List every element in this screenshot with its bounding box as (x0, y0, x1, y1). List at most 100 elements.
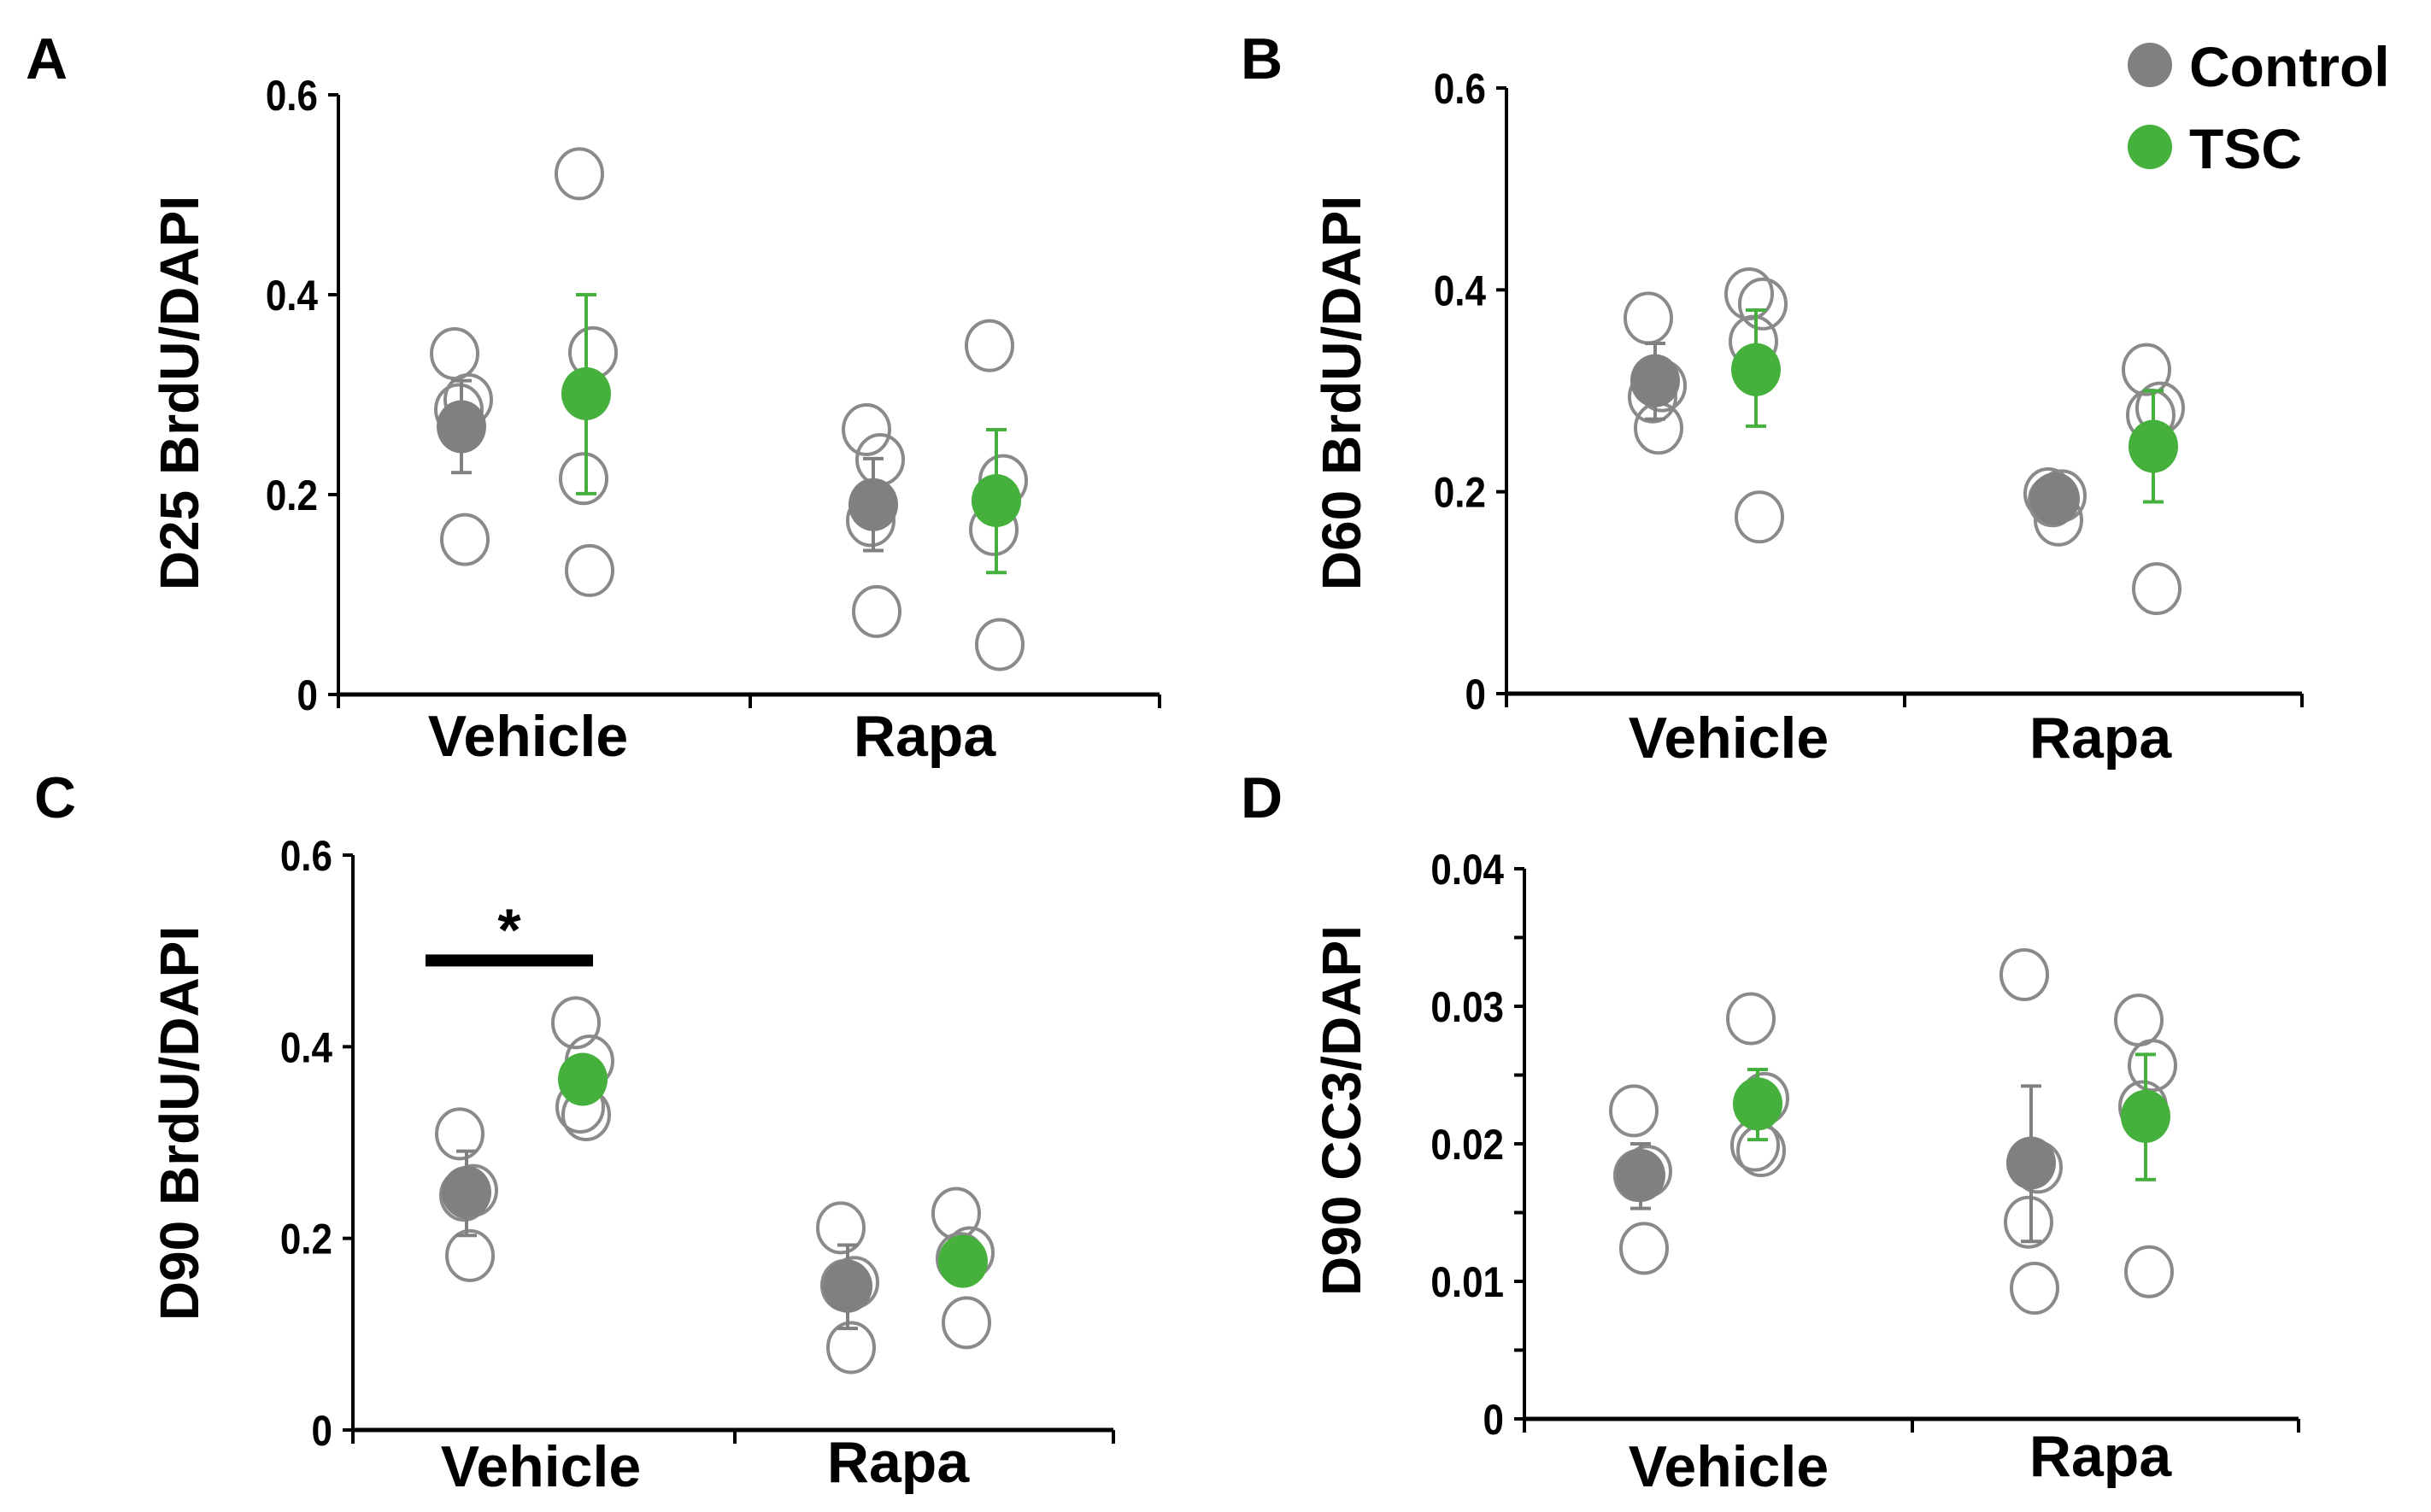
y-tick-label: 0 (297, 671, 318, 718)
data-point (2122, 343, 2171, 396)
mean-marker (2121, 1089, 2170, 1143)
data-point (435, 1107, 484, 1161)
y-tick-label: 0.6 (266, 71, 318, 119)
group-vehicle-control (1609, 1084, 1672, 1275)
group-rapa-tsc (2122, 343, 2185, 616)
x-category-label: Rapa (2029, 1424, 2172, 1489)
y-tick-label: 0.2 (266, 471, 318, 519)
y-tick-label: 0.2 (1434, 468, 1486, 516)
group-vehicle-control (1624, 291, 1687, 455)
mean-marker (2030, 472, 2080, 525)
y-tick-label: 0.03 (1430, 982, 1504, 1030)
group-rapa-tsc (965, 319, 1028, 671)
data-point (559, 452, 608, 506)
data-point (1738, 277, 1788, 331)
y-tick-label: 0.4 (280, 1023, 332, 1071)
data-point (565, 543, 614, 597)
group-vehicle-tsc (555, 147, 618, 597)
x-category-label: Vehicle (1629, 706, 1829, 771)
group-vehicle-tsc (1726, 992, 1789, 1178)
data-point (1735, 490, 1784, 544)
data-point (965, 319, 1014, 372)
y-tick-label: 0.6 (1434, 64, 1486, 112)
y-tick-label: 0 (312, 1406, 332, 1454)
legend-marker-control (2128, 43, 2172, 87)
panel-letter: A (26, 26, 68, 91)
significance-star: * (497, 896, 521, 963)
x-category-label: Vehicle (1629, 1434, 1829, 1499)
mean-marker (849, 478, 898, 531)
data-point (1624, 291, 1673, 345)
mean-marker (1616, 1149, 1665, 1203)
y-tick-label: 0 (1465, 670, 1486, 718)
data-point (842, 402, 891, 456)
data-point (1999, 947, 2049, 1001)
data-point (2128, 1039, 2177, 1093)
mean-marker (558, 1052, 608, 1106)
mean-marker (561, 366, 611, 420)
data-point (1726, 992, 1776, 1046)
data-point (551, 996, 601, 1050)
x-category-label: Vehicle (428, 704, 628, 769)
data-point (1609, 1084, 1659, 1138)
data-point (942, 1296, 991, 1350)
data-point (2010, 1262, 2059, 1316)
data-point (430, 327, 479, 381)
x-category-label: Rapa (827, 1430, 970, 1495)
y-tick-label: 0.6 (280, 831, 332, 879)
panel-B: B D60 BrdU/DAPI 0 0.2 0.4 0.6 Vehicle Rapa (1241, 26, 2304, 771)
legend-label-control: Control (2189, 35, 2390, 98)
data-point (975, 618, 1025, 671)
data-point (2124, 1245, 2174, 1298)
data-point (2132, 562, 2181, 616)
panel-letter: C (34, 765, 76, 830)
mean-marker (938, 1234, 988, 1288)
data-point (826, 1321, 876, 1374)
data-point (816, 1201, 866, 1255)
y-axis-label: D25 BrdU/DAPI (149, 196, 210, 590)
mean-marker (437, 400, 486, 454)
legend-marker-tsc (2128, 125, 2172, 169)
group-rapa-tsc (931, 1187, 995, 1350)
group-vehicle-control (430, 327, 493, 566)
data-point (445, 1228, 495, 1282)
group-vehicle-tsc (1724, 267, 1788, 544)
group-rapa-control (1999, 947, 2063, 1316)
data-point (440, 513, 490, 566)
mean-marker (1731, 343, 1781, 396)
panel-D: D D90 CC3/DAPI 0 0.01 0.02 0.03 0.04 Vehicle Rap… (1241, 765, 2300, 1499)
data-point (2004, 1195, 2053, 1249)
data-point (852, 584, 901, 638)
panel-A: A D25 BrdU/DAPI 0 0.2 0.4 0.6 Vehicle Rapa (26, 26, 1161, 769)
x-category-label: Rapa (2029, 706, 2172, 771)
mean-marker (442, 1165, 491, 1219)
mean-marker (2129, 419, 2178, 473)
mean-marker (1733, 1077, 1782, 1131)
group-rapa-tsc (2114, 993, 2177, 1298)
legend: Control TSC (2128, 35, 2390, 180)
x-category-label: Rapa (854, 704, 996, 769)
mean-marker (2006, 1136, 2056, 1190)
y-tick-label: 0.4 (266, 271, 318, 319)
y-tick-label: 0.04 (1430, 845, 1504, 893)
panel-C: C D90 BrdU/DAPI 0 0.2 0.4 0.6 Vehicle Rapa * (34, 765, 1115, 1499)
x-category-label: Vehicle (441, 1434, 641, 1499)
data-point (555, 147, 604, 201)
y-tick-label: 0.4 (1434, 267, 1486, 314)
group-rapa-control (816, 1201, 879, 1374)
y-tick-label: 0.01 (1430, 1257, 1504, 1305)
data-point (2114, 993, 2164, 1047)
y-axis-label: D60 BrdU/DAPI (1311, 196, 1372, 590)
panel-letter: D (1241, 765, 1283, 830)
mean-marker (823, 1259, 872, 1313)
y-tick-label: 0.2 (280, 1215, 332, 1263)
data-point (1619, 1222, 1669, 1275)
y-tick-label: 0 (1483, 1395, 1504, 1443)
group-vehicle-tsc (551, 996, 614, 1141)
group-rapa-control (842, 402, 905, 638)
y-axis-label: D90 BrdU/DAPI (149, 926, 210, 1321)
y-axis-label: D90 CC3/DAPI (1311, 925, 1372, 1296)
mean-marker (972, 474, 1021, 528)
group-vehicle-control (435, 1107, 498, 1282)
